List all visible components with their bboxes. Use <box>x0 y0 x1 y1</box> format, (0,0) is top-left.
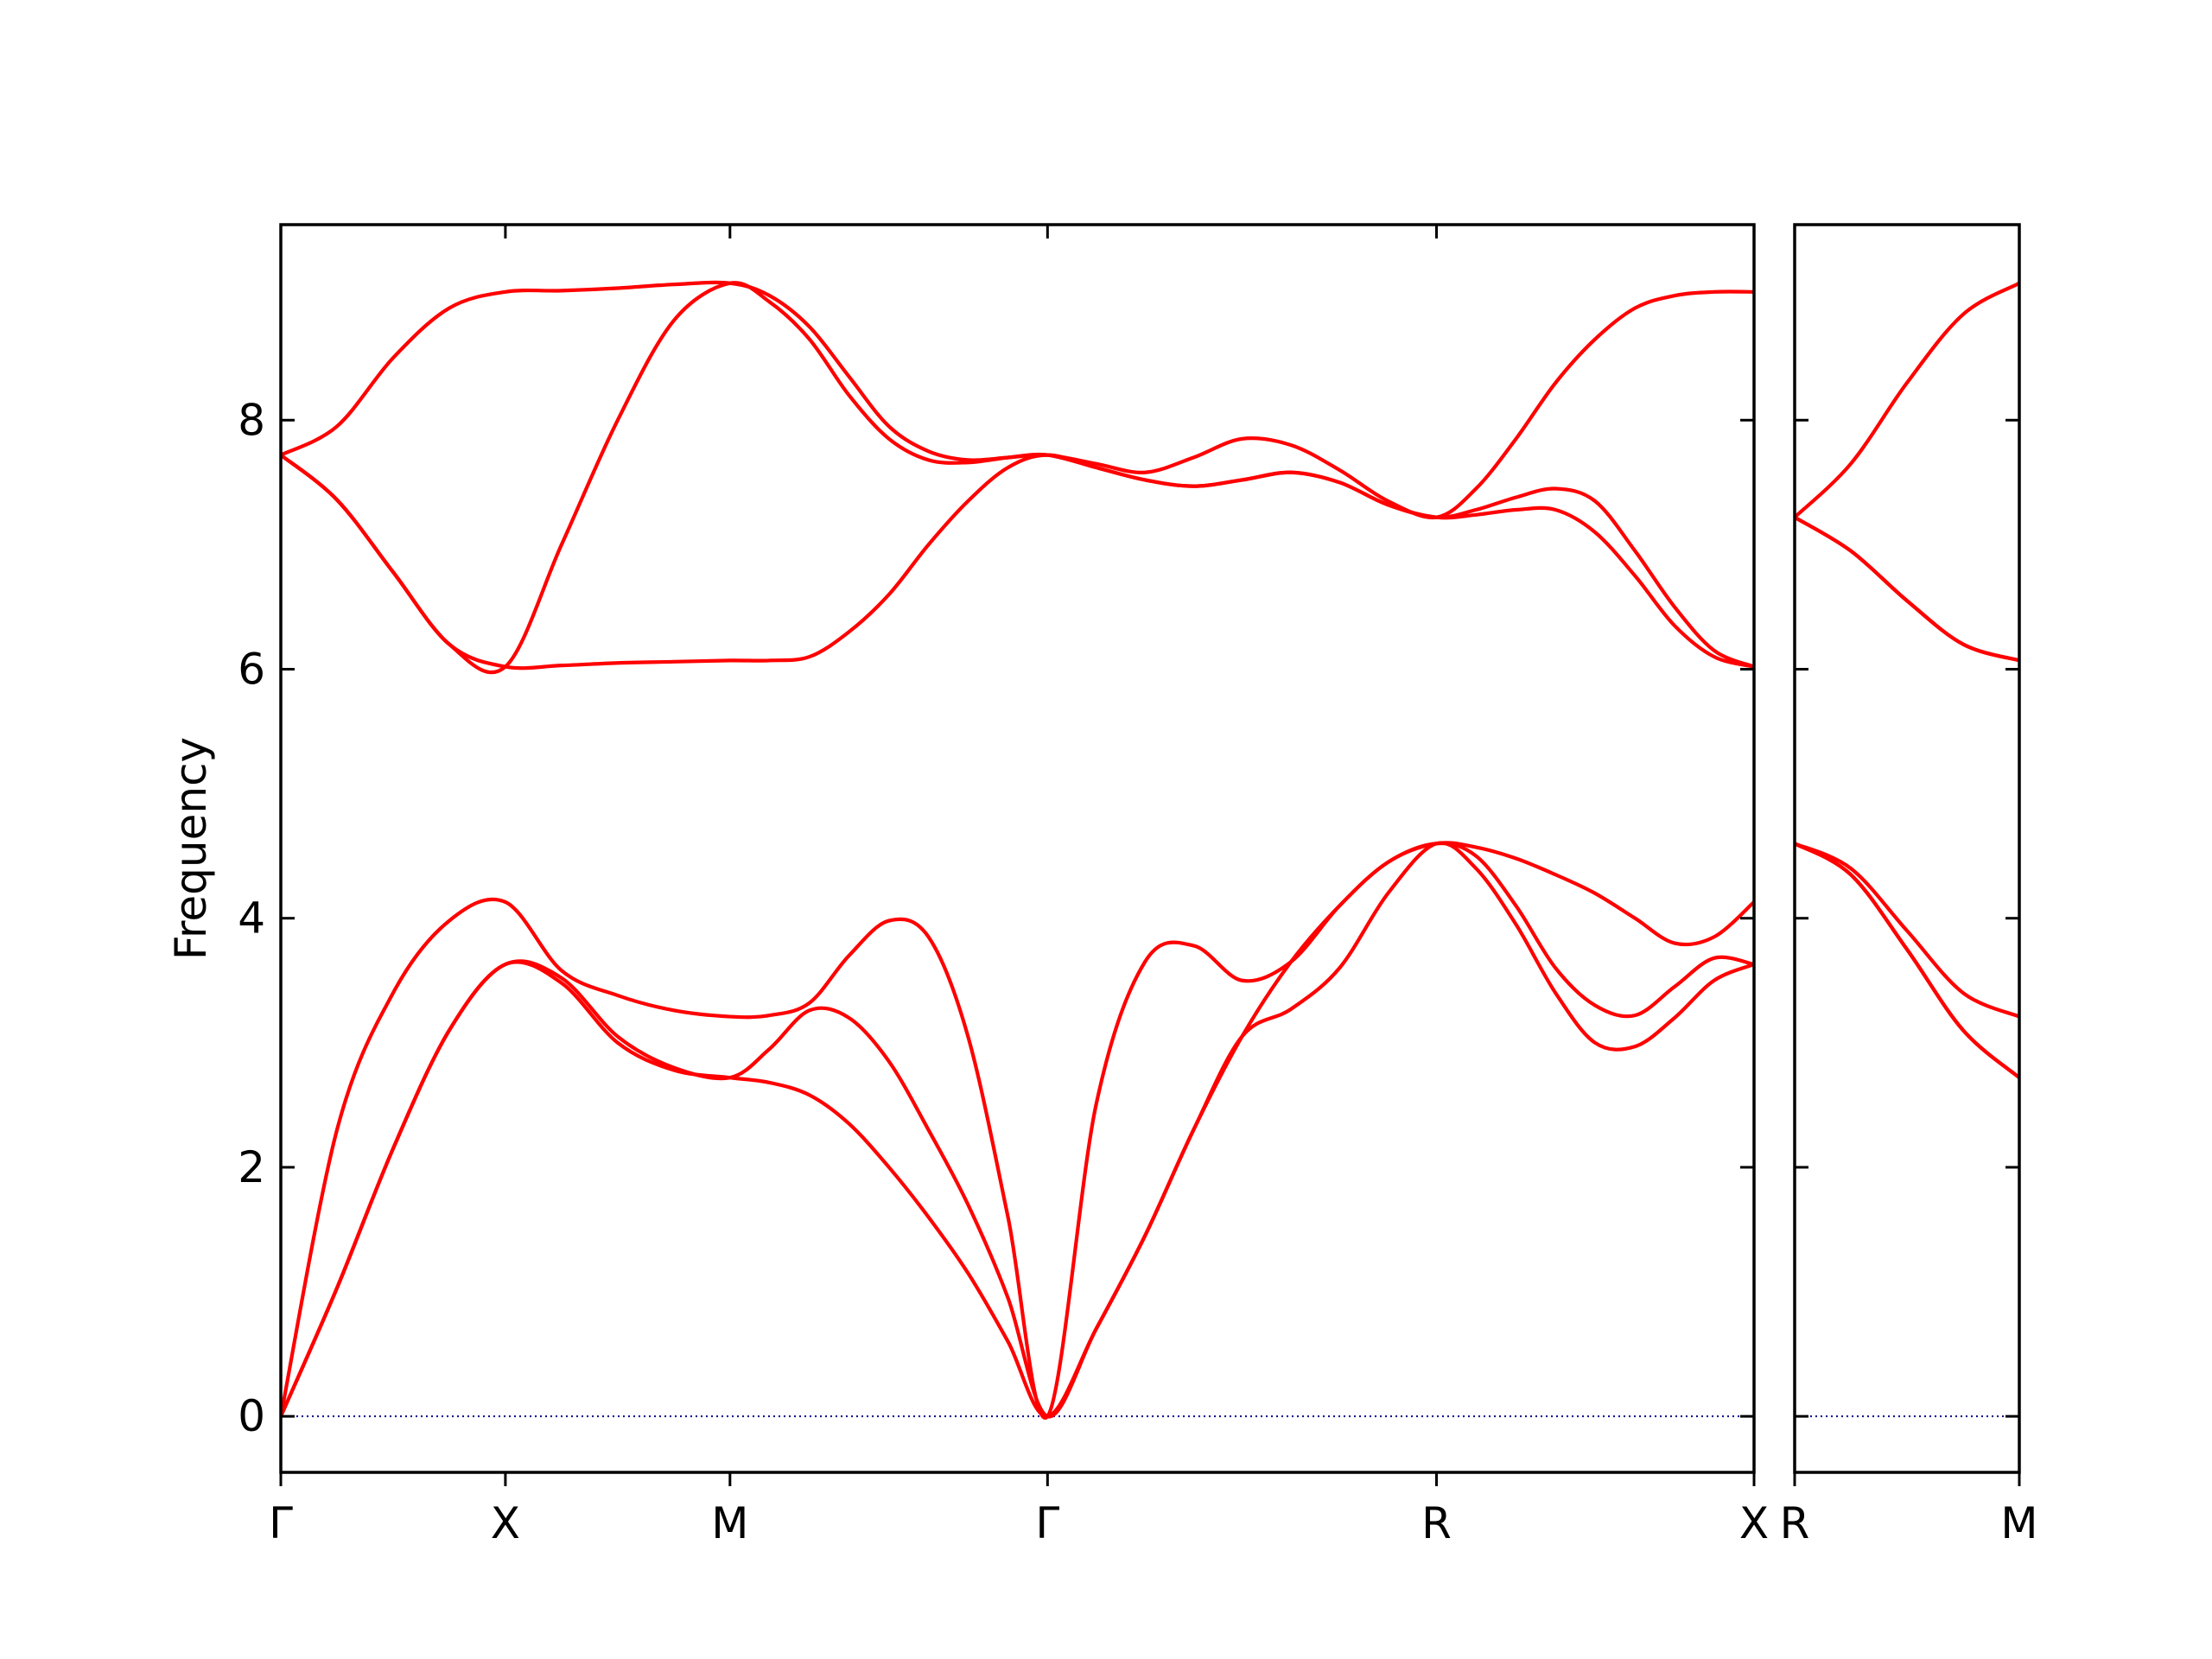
plot-frame <box>1793 223 2021 1474</box>
x-tick-label: R <box>1780 1498 1810 1548</box>
x-tick-label: Γ <box>1035 1498 1059 1548</box>
y-tick-label: 8 <box>238 395 265 445</box>
band-line <box>281 280 1754 520</box>
band-line <box>281 453 1754 671</box>
y-tick-label: 6 <box>238 644 265 694</box>
band-line <box>1795 842 2019 1079</box>
band-line <box>1795 281 2019 519</box>
y-tick-label: 2 <box>238 1142 265 1192</box>
band-line <box>1795 842 2019 1079</box>
x-tick-label: R <box>1421 1498 1452 1548</box>
x-tick-label: X <box>491 1498 520 1548</box>
x-tick-label: M <box>711 1498 748 1548</box>
band-line <box>1795 515 2019 663</box>
x-tick-label: M <box>2000 1498 2037 1548</box>
y-tick-label: 4 <box>238 893 265 944</box>
y-axis-label: Frequency <box>166 737 216 960</box>
plot-frame <box>279 223 1756 1474</box>
x-tick-label: X <box>1739 1498 1769 1548</box>
y-tick-label: 0 <box>238 1391 265 1441</box>
band-line <box>281 281 1754 675</box>
band-line <box>1795 842 2019 1019</box>
band-line <box>281 841 1754 1419</box>
band-line <box>1795 515 2019 663</box>
x-tick-label: Γ <box>269 1498 293 1548</box>
band-line <box>281 841 1754 1421</box>
